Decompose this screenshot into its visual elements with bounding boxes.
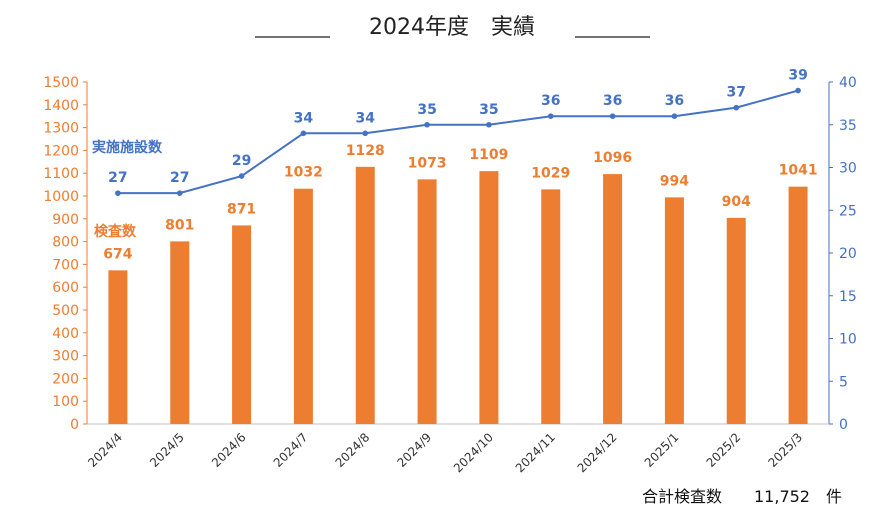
x-tick-label: 2024/6 bbox=[209, 430, 249, 470]
line-point bbox=[238, 173, 245, 179]
left-tick-label: 1100 bbox=[43, 166, 79, 182]
line-value-label: 27 bbox=[170, 170, 189, 186]
line-point bbox=[362, 130, 369, 137]
right-tick-label: 5 bbox=[839, 374, 848, 390]
x-tick-label: 2025/1 bbox=[642, 430, 682, 470]
bar bbox=[726, 217, 746, 424]
left-tick-label: 700 bbox=[52, 257, 79, 273]
left-tick-label: 300 bbox=[52, 349, 79, 365]
line-point bbox=[486, 121, 492, 128]
bar-value-label: 1096 bbox=[593, 150, 632, 166]
bar bbox=[603, 174, 623, 424]
x-tick-label: 2024/5 bbox=[147, 430, 187, 470]
right-tick-label: 15 bbox=[839, 289, 857, 305]
bar bbox=[232, 225, 252, 424]
bar-value-label: 674 bbox=[103, 246, 132, 262]
x-tick-label: 2025/2 bbox=[704, 430, 744, 470]
line-value-label: 36 bbox=[665, 93, 684, 109]
left-tick-label: 0 bbox=[70, 417, 79, 433]
x-tick-label: 2024/12 bbox=[575, 430, 620, 475]
right-axis-ticks: 0 5 10 15 20 25 30 35 40 bbox=[829, 75, 857, 433]
total-inspections-footer: 合計検査数 11,752 件 bbox=[642, 487, 842, 506]
bar bbox=[664, 197, 684, 424]
line-value-label: 27 bbox=[108, 170, 127, 186]
series-label-facilities: 実施施設数 bbox=[92, 139, 163, 156]
bar-value-label: 1029 bbox=[531, 165, 570, 181]
left-tick-label: 1500 bbox=[43, 75, 79, 91]
line-point bbox=[424, 121, 430, 128]
bar-value-label: 1073 bbox=[408, 155, 447, 171]
line-point bbox=[176, 190, 183, 196]
right-tick-label: 40 bbox=[839, 75, 857, 91]
bar-value-label: 1128 bbox=[346, 143, 385, 159]
x-tick-label: 2024/11 bbox=[513, 430, 558, 475]
left-tick-label: 500 bbox=[52, 303, 79, 319]
bar-value-label: 871 bbox=[227, 201, 256, 217]
bar bbox=[541, 189, 561, 424]
x-tick-label: 2024/7 bbox=[271, 430, 311, 470]
line-value-label: 35 bbox=[417, 102, 436, 118]
line-point bbox=[547, 113, 554, 119]
left-tick-label: 1300 bbox=[43, 121, 79, 137]
x-tick-label: 2025/3 bbox=[765, 430, 805, 470]
bar-value-label: 1032 bbox=[284, 165, 323, 181]
x-tick-label: 2024/9 bbox=[394, 430, 434, 470]
bar bbox=[417, 179, 437, 424]
right-tick-label: 20 bbox=[839, 246, 857, 262]
facilities-line bbox=[117, 89, 799, 195]
x-tick-label: 2024/8 bbox=[333, 430, 373, 470]
bar bbox=[108, 270, 128, 424]
bar bbox=[170, 241, 190, 424]
line-value-label: 36 bbox=[603, 93, 622, 109]
left-tick-label: 1200 bbox=[43, 143, 79, 159]
bar-value-label: 994 bbox=[660, 173, 689, 189]
left-tick-label: 600 bbox=[52, 280, 79, 296]
line-series: 27 27 29 34 34 35 35 36 36 36 37 39 bbox=[108, 68, 808, 196]
right-tick-label: 25 bbox=[839, 203, 857, 219]
line-value-label: 34 bbox=[356, 110, 376, 126]
bar-value-label: 801 bbox=[165, 217, 194, 233]
x-axis-labels: 2024/4 2024/5 2024/6 2024/7 2024/8 2024/9 2024… bbox=[85, 430, 805, 475]
line-value-label: 35 bbox=[479, 102, 498, 118]
right-tick-label: 30 bbox=[839, 161, 857, 177]
line-value-label: 37 bbox=[727, 85, 746, 101]
x-tick-label: 2024/4 bbox=[85, 430, 125, 470]
right-tick-label: 10 bbox=[839, 332, 857, 348]
left-axis-ticks: 0 100 200 300 400 500 600 700 800 900 1000 1100 1200… bbox=[43, 75, 87, 433]
left-tick-label: 900 bbox=[52, 212, 79, 228]
bar bbox=[293, 188, 313, 424]
bar bbox=[479, 171, 499, 424]
left-tick-label: 100 bbox=[52, 394, 79, 410]
line-point bbox=[733, 104, 740, 111]
bar-value-label: 1041 bbox=[779, 163, 818, 179]
line-value-label: 39 bbox=[788, 68, 807, 84]
bar bbox=[788, 186, 808, 424]
series-label-inspections: 検査数 bbox=[94, 223, 137, 240]
line-value-label: 36 bbox=[541, 93, 560, 109]
line-point bbox=[671, 113, 678, 119]
left-tick-label: 1000 bbox=[43, 189, 79, 205]
line-point bbox=[300, 130, 307, 137]
bar-value-label: 1109 bbox=[469, 147, 508, 163]
left-tick-label: 800 bbox=[52, 235, 79, 251]
left-tick-label: 1400 bbox=[43, 98, 79, 114]
x-tick-label: 2024/10 bbox=[451, 430, 496, 475]
bar-value-label: 904 bbox=[722, 194, 751, 210]
line-point bbox=[609, 113, 616, 119]
line-point bbox=[115, 190, 121, 196]
left-tick-label: 200 bbox=[52, 371, 79, 387]
line-point bbox=[795, 87, 801, 94]
bar bbox=[355, 166, 375, 425]
right-tick-label: 35 bbox=[839, 118, 857, 134]
line-value-label: 34 bbox=[294, 110, 314, 126]
left-tick-label: 400 bbox=[52, 326, 79, 342]
right-tick-label: 0 bbox=[839, 417, 848, 433]
chart-title: 2024年度 実績 bbox=[369, 15, 535, 40]
line-value-label: 29 bbox=[232, 153, 251, 169]
bar-series: 674 801 871 1032 1128 1073 1109 1029 1096 994 904 1… bbox=[103, 143, 818, 425]
